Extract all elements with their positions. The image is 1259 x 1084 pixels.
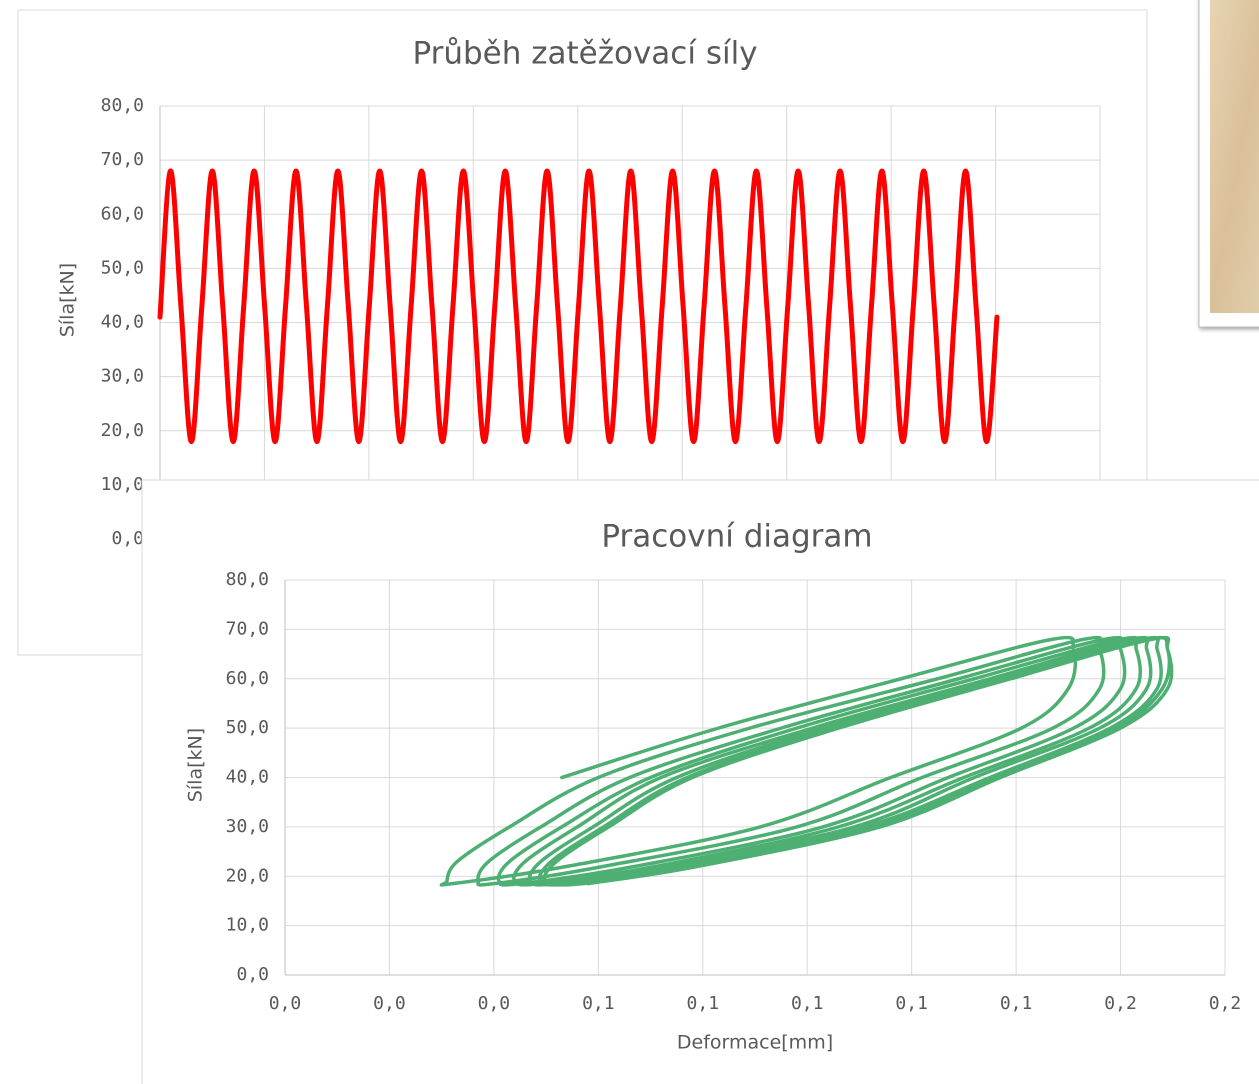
x-tick-label: 0,1 — [687, 993, 720, 1014]
y-tick-label: 80,0 — [226, 569, 269, 590]
y-tick-label: 40,0 — [226, 767, 269, 788]
x-axis-label: Deformace[mm] — [677, 1032, 833, 1054]
y-tick-label: 10,0 — [101, 474, 144, 495]
y-tick-label: 20,0 — [226, 865, 269, 886]
y-axis-label: Síla[kN] — [57, 263, 79, 337]
photo — [1198, 0, 1259, 328]
y-tick-label: 30,0 — [101, 366, 144, 387]
grid — [284, 579, 1226, 976]
y-tick-label: 60,0 — [226, 668, 269, 689]
x-tick-label: 0,2 — [1104, 993, 1137, 1014]
y-tick-label: 80,0 — [101, 95, 144, 116]
x-tick-label: 0,1 — [1000, 993, 1033, 1014]
chart-title: Průběh zatěžovací síly — [412, 36, 757, 72]
y-tick-label: 40,0 — [101, 312, 144, 333]
y-tick-label: 50,0 — [226, 717, 269, 738]
data-line — [157, 168, 1000, 445]
chart-work: 0,010,020,030,040,050,060,070,080,00,0 0,… — [141, 479, 1259, 1084]
y-tick-label: 10,0 — [226, 915, 269, 936]
y-tick-label: 0,0 — [236, 964, 269, 985]
x-tick-label: 0,0 — [478, 993, 511, 1014]
x-tick-label: 0,1 — [582, 993, 615, 1014]
x-tick-label: 0,0 — [373, 993, 406, 1014]
y-tick-label: 30,0 — [226, 816, 269, 837]
y-tick-label: 70,0 — [101, 149, 144, 170]
y-tick-label: 60,0 — [101, 203, 144, 224]
data-line — [439, 635, 1174, 887]
x-tick-label: 0,0 — [269, 993, 302, 1014]
chart-title: Pracovní diagram — [601, 519, 872, 555]
y-tick-label: 70,0 — [226, 618, 269, 639]
y-tick-label: 20,0 — [101, 420, 144, 441]
x-tick-label: 0,1 — [791, 993, 824, 1014]
y-axis-label: Síla[kN] — [185, 728, 207, 802]
y-tick-label: 50,0 — [101, 257, 144, 278]
y-tick-label: 0,0 — [111, 528, 144, 549]
chart-frame — [141, 479, 1259, 1084]
x-tick-label: 0,1 — [895, 993, 928, 1014]
x-tick-label: 0,2 — [1209, 993, 1242, 1014]
